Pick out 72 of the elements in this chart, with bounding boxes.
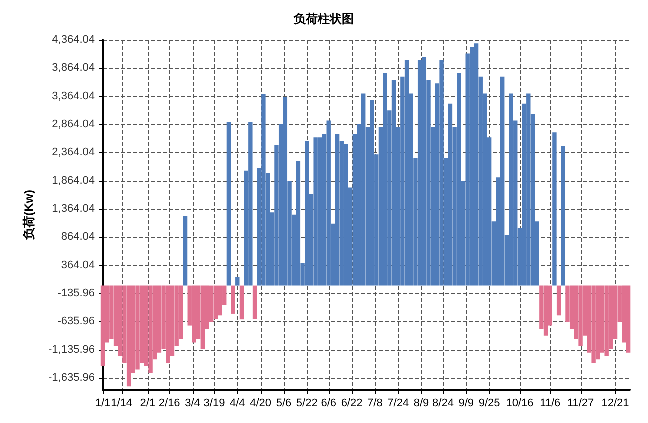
bar: [136, 286, 140, 370]
bar: [214, 286, 218, 320]
bar: [252, 286, 258, 320]
bar: [392, 80, 396, 286]
x-tick-label: 8/9: [414, 398, 430, 410]
y-tick-label: 3,364.04: [52, 90, 95, 102]
x-tick-label: 7/8: [368, 398, 383, 410]
x-tick-label: 1/14: [111, 398, 133, 410]
bar: [126, 286, 132, 387]
bar: [552, 132, 557, 286]
x-tick-label: 1/1: [95, 398, 111, 410]
bar: [296, 161, 301, 286]
bar: [509, 94, 514, 286]
x-tick-label: 10/16: [506, 398, 534, 410]
y-tick-label: 2,364.04: [52, 146, 95, 159]
x-tick-label: 8/24: [432, 398, 454, 410]
bar: [283, 97, 288, 286]
x-tick-label: 11/6: [540, 398, 561, 410]
bar: [592, 286, 596, 363]
bar: [226, 122, 232, 286]
bar: [262, 94, 266, 286]
x-tick-label: 9/9: [458, 398, 474, 410]
y-tick-label: -135.96: [58, 287, 95, 300]
bar: [448, 104, 453, 286]
x-tick-label: 6/22: [341, 398, 363, 410]
bar: [344, 144, 348, 286]
x-tick-label: 3/19: [204, 398, 226, 410]
bar: [236, 277, 240, 286]
x-tick-label: 7/24: [388, 398, 410, 410]
bar: [500, 76, 505, 286]
chart-title: 负荷柱状图: [293, 12, 354, 26]
x-tick-label: 12/21: [602, 398, 630, 410]
x-tick-label: 5/6: [276, 398, 292, 410]
bar: [183, 216, 188, 286]
x-tick-label: 2/16: [158, 398, 180, 410]
bar: [240, 286, 244, 320]
bar: [148, 286, 153, 374]
bar: [544, 286, 548, 336]
y-tick-label: -1,635.96: [48, 372, 95, 384]
x-tick-label: 6/6: [321, 398, 337, 410]
bar: [578, 286, 583, 346]
x-tick-label: 9/25: [478, 398, 500, 410]
bar: [440, 60, 444, 286]
bar: [556, 286, 562, 316]
bar: [192, 286, 196, 343]
x-tick-label: 4/20: [250, 398, 272, 410]
bar: [418, 60, 422, 286]
bar: [404, 60, 410, 286]
bar: [231, 286, 236, 314]
y-tick-label: 1,864.04: [52, 174, 95, 187]
y-tick-label: 3,864.04: [52, 62, 95, 74]
y-tick-label: -1,135.96: [48, 344, 95, 356]
y-tick-label: 1,364.04: [52, 202, 95, 215]
x-tick-label: 4/4: [230, 398, 246, 410]
bar: [561, 146, 566, 286]
bar: [474, 44, 479, 286]
x-tick-label: 11/27: [567, 398, 594, 410]
bar: [370, 100, 374, 286]
bar: [422, 57, 427, 286]
bar: [626, 286, 631, 353]
bar: [100, 286, 106, 366]
bar: [218, 286, 222, 316]
y-tick-label: 2,864.04: [52, 118, 95, 130]
x-tick-label: 5/22: [296, 398, 318, 410]
y-tick-label: 364.04: [61, 259, 95, 272]
y-tick-label: -635.96: [58, 316, 95, 328]
bar: [335, 134, 340, 286]
x-tick-label: 3/4: [185, 398, 200, 410]
y-axis-title: 负荷(Kw): [22, 190, 36, 241]
x-tick-label: 2/1: [140, 398, 156, 410]
y-tick-label: 4,364.04: [52, 34, 95, 46]
y-tick-label: 864.04: [61, 231, 95, 244]
